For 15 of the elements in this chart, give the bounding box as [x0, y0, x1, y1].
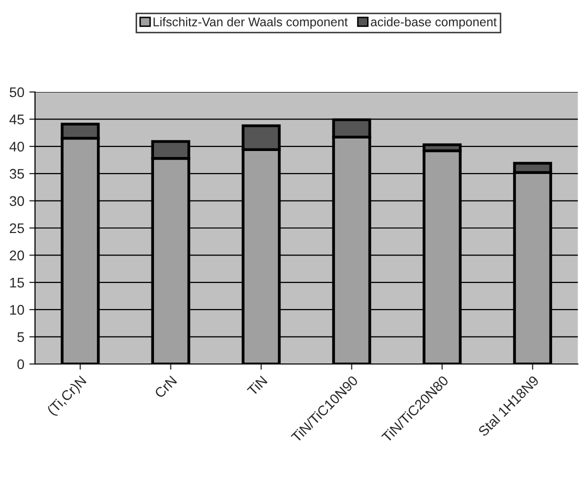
legend-label: Lifschitz-Van der Waals component: [154, 17, 348, 29]
y-tick-label: 15: [10, 278, 24, 288]
y-tick-label: 25: [10, 223, 24, 234]
y-tick-label: 30: [10, 196, 24, 206]
y-tick-label: 20: [10, 250, 24, 260]
x-tick-label: CrN: [154, 375, 178, 399]
y-tick-label: 10: [10, 304, 24, 315]
y-tick-label: 0: [17, 359, 24, 370]
y-tick-label: 40: [9, 142, 24, 152]
y-tick-label: 50: [10, 87, 24, 98]
legend-label: acide-base component: [370, 17, 497, 29]
y-tick-label: 45: [9, 114, 24, 124]
y-tick-label: 35: [10, 168, 24, 179]
y-tick-label: 5: [17, 332, 24, 342]
x-tick-label: TiN: [246, 375, 268, 396]
